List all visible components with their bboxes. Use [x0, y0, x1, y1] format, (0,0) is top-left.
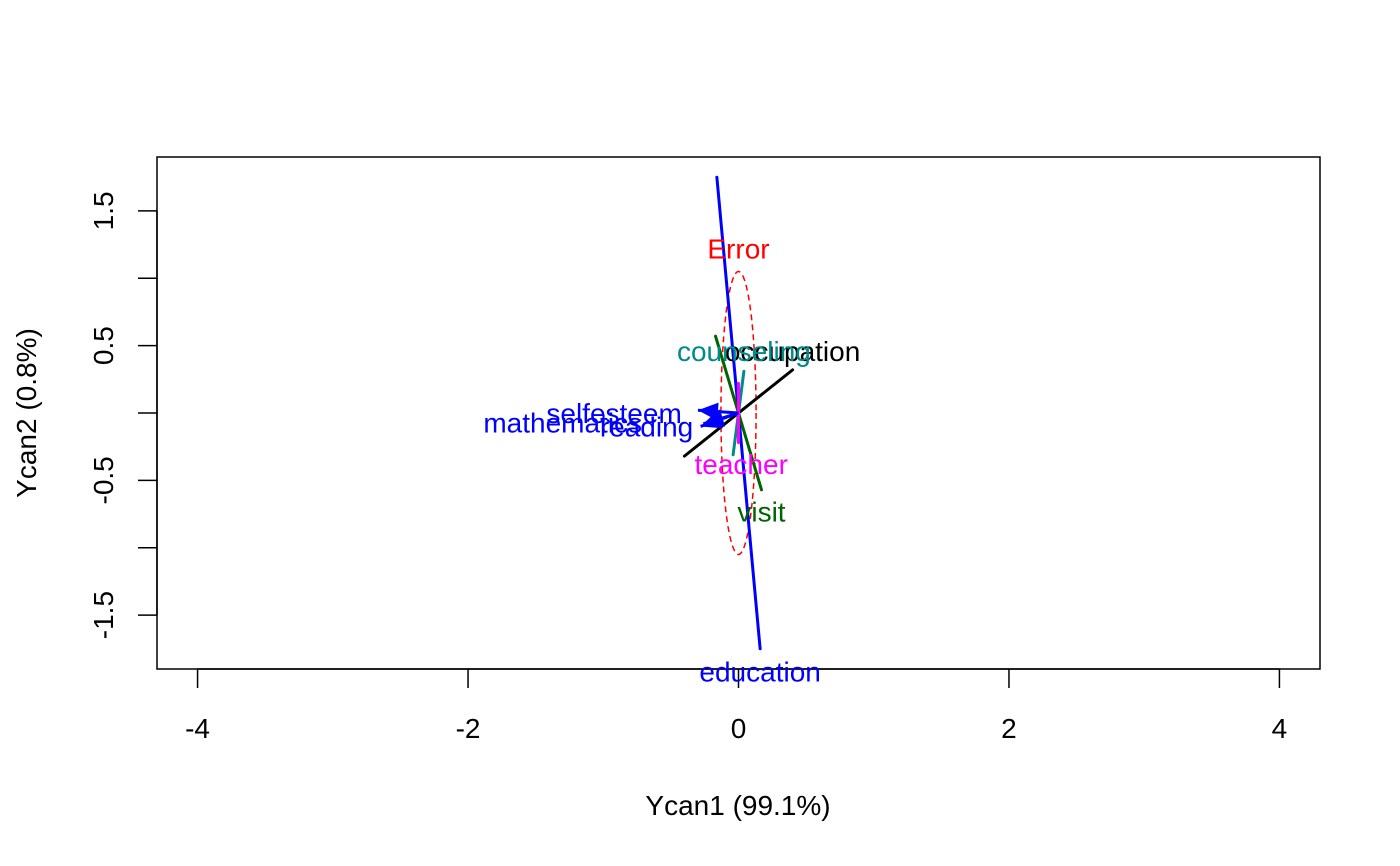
responses-layer [697, 402, 740, 429]
x-tick-label: 2 [1001, 713, 1017, 744]
label-visit: visit [737, 496, 785, 527]
x-axis: -4 -2 0 2 4 [185, 668, 1288, 744]
label-teacher: teacher [695, 449, 788, 480]
label-counseling: counseling [677, 336, 811, 367]
y-tick-label: -0.5 [88, 456, 119, 504]
label-mathematics: mathematics [483, 407, 642, 438]
label-occupation: occupation [725, 336, 860, 367]
label-Error: Error [707, 234, 769, 265]
label-selfesteem: selfesteem [546, 398, 681, 429]
y-axis-label: Ycan2 (0.8%) [11, 328, 42, 498]
label-education: education [699, 657, 820, 688]
y-tick-label: 0.5 [88, 326, 119, 365]
y-axis: -1.5 -0.5 0.5 1.5 [88, 191, 158, 639]
x-tick-label: -2 [456, 713, 481, 744]
x-tick-label: 0 [731, 713, 747, 744]
labels-layer: Error education occupation visit counseling t… [483, 234, 860, 688]
label-reading: reading [600, 411, 693, 442]
y-tick-label: 1.5 [88, 191, 119, 230]
x-tick-label: -4 [185, 713, 210, 744]
error-ellipse [720, 270, 757, 556]
x-axis-label: Ycan1 (99.1%) [645, 790, 830, 821]
error-ellipse-layer [720, 270, 757, 556]
x-tick-label: 4 [1272, 713, 1288, 744]
y-tick-label: -1.5 [88, 591, 119, 639]
response-arrowhead-reading [703, 409, 726, 427]
